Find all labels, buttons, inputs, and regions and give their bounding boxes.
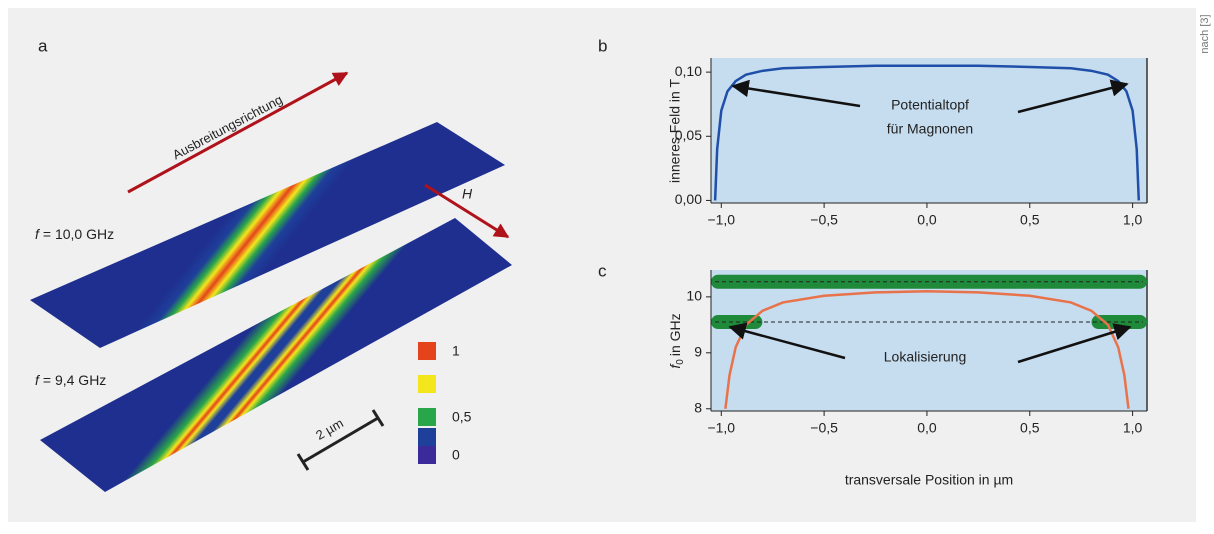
- y-axis-subscript: 0: [675, 359, 686, 365]
- annotation: Potentialtopf: [891, 97, 969, 113]
- field-label: H: [462, 186, 473, 202]
- y-tick-label: 9: [694, 344, 702, 360]
- x-tick-label: 0,0: [917, 212, 937, 228]
- colorbar-label: 0: [452, 447, 460, 463]
- x-tick-label: −1,0: [707, 420, 735, 436]
- freq-text: = 9,4 GHz: [43, 372, 106, 388]
- annotation: Lokalisierung: [884, 349, 967, 365]
- x-tick-label: −1,0: [707, 212, 735, 228]
- x-tick-label: 1,0: [1123, 420, 1143, 436]
- x-tick-label: −0,5: [810, 212, 838, 228]
- colorbar-swatch: [418, 428, 436, 446]
- x-tick-label: 0,0: [917, 420, 937, 436]
- y-tick-label: 0,05: [675, 127, 702, 143]
- y-tick-label: 8: [694, 399, 702, 415]
- panel-label: a: [38, 36, 48, 55]
- colorbar-swatch: [418, 408, 436, 426]
- annotation: für Magnonen: [887, 121, 973, 137]
- freq-text: = 10,0 GHz: [43, 226, 114, 242]
- y-tick-label: 10: [686, 288, 702, 304]
- colorbar-label: 1: [452, 343, 460, 359]
- panel-label: b: [598, 36, 607, 55]
- source-note: nach [3]: [1199, 14, 1211, 53]
- y-tick-label: 0,00: [675, 191, 702, 207]
- y-tick-label: 0,10: [675, 63, 702, 79]
- freq-label: f= 10,0 GHz: [35, 226, 114, 242]
- x-axis-label: transversale Position in µm: [845, 472, 1013, 488]
- colorbar-label: 0,5: [452, 409, 472, 425]
- panel-label: c: [598, 261, 607, 280]
- x-tick-label: 1,0: [1123, 212, 1143, 228]
- freq-label: f= 9,4 GHz: [35, 372, 106, 388]
- figure: nach [3] a Ausbreitungsrichtung H f= 10,…: [0, 0, 1214, 529]
- x-tick-label: −0,5: [810, 420, 838, 436]
- colorbar-swatch: [418, 342, 436, 360]
- colorbar-swatch: [418, 446, 436, 464]
- x-tick-label: 0,5: [1020, 420, 1040, 436]
- colorbar-swatch: [418, 375, 436, 393]
- y-axis-unit: in GHz: [667, 313, 683, 356]
- x-tick-label: 0,5: [1020, 212, 1040, 228]
